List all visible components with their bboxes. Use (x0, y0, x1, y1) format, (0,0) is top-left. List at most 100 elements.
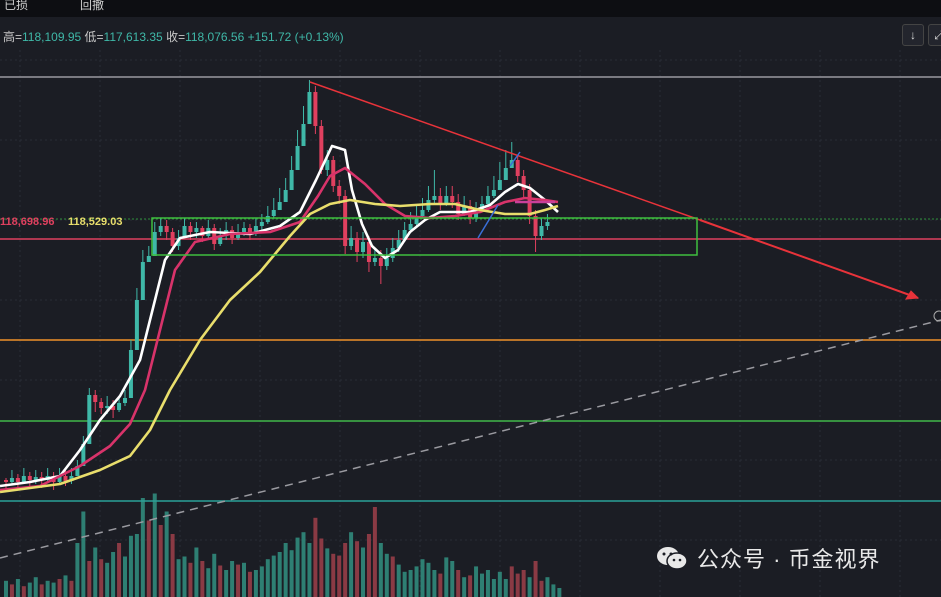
volume-bar (105, 562, 110, 597)
volume-bar (140, 498, 145, 597)
dashed-support-line (0, 319, 941, 559)
volume-bar (396, 564, 401, 597)
red-level-label: 118,698.96 (0, 216, 55, 228)
volume-bar (45, 580, 50, 597)
volume-bar (259, 566, 264, 597)
volume-bar (9, 584, 14, 597)
volume-bar (390, 556, 395, 597)
candle-body (158, 226, 163, 232)
volume-bar (480, 573, 484, 597)
volume-bar (194, 547, 199, 597)
watermark-text: 公众号 · 币金视界 (697, 547, 881, 572)
volume-bar (164, 511, 169, 597)
volume-bar (414, 566, 419, 597)
volume-bar (21, 586, 26, 597)
candle-body (170, 232, 175, 246)
candle-body (75, 466, 80, 476)
candle-body (218, 236, 223, 244)
candle-body (105, 406, 110, 408)
high-value: 118,109.95 (22, 30, 82, 44)
close-label: 收= (166, 30, 186, 44)
volume-bar (87, 561, 92, 597)
candle-body (307, 92, 312, 124)
volume-bar (313, 517, 318, 597)
arrow-head (905, 290, 920, 300)
volume-bar (63, 575, 68, 597)
expand-icon[interactable]: ⤢ (928, 24, 941, 46)
candle-body (295, 146, 300, 170)
candle-body (140, 262, 145, 300)
volume-bar (146, 520, 151, 597)
volume-bar (337, 555, 342, 597)
candle-body (491, 190, 496, 196)
candle-body (242, 228, 246, 232)
volume-bar (521, 570, 526, 597)
candle-body (343, 196, 348, 246)
volume-bar (117, 543, 122, 597)
volume-bar (450, 561, 455, 597)
candle-body (432, 196, 437, 200)
volume-bar (491, 579, 496, 597)
candle-body (366, 242, 371, 262)
volume-bar (426, 562, 431, 597)
candlesticks (4, 80, 550, 492)
candle-body (456, 202, 461, 214)
volume-bar (206, 568, 211, 597)
topbar-tab-2[interactable]: 回撤 (80, 0, 105, 12)
blue-drawn-line (509, 151, 521, 167)
volume-bar (349, 532, 354, 597)
volume-bar (432, 570, 437, 597)
volume-bar (503, 579, 508, 597)
volume-bar (295, 537, 300, 597)
volume-bar (224, 570, 229, 597)
volume-bar (307, 543, 312, 597)
candle-body (27, 476, 32, 480)
volume-bar (438, 573, 443, 597)
volume-bar (444, 557, 449, 597)
candle-body (117, 403, 122, 410)
topbar-tab-1[interactable]: 已损 (4, 0, 29, 12)
volume-bar (247, 571, 252, 597)
candle-body (408, 224, 413, 230)
volume-bar (4, 580, 8, 597)
volume-bar (533, 561, 538, 597)
candle-body (21, 476, 26, 482)
candle-body (355, 238, 360, 252)
candle-body (212, 228, 217, 244)
candle-body (384, 258, 389, 266)
candle-body (533, 216, 538, 236)
candle-body (277, 202, 282, 210)
candle-body (337, 186, 342, 196)
candle-body (57, 476, 62, 482)
arrow-down-icon[interactable]: ↓ (902, 24, 924, 46)
volume-bar (128, 535, 133, 597)
volume-bar (242, 562, 246, 597)
candle-body (503, 168, 508, 180)
descending-trend-line (309, 81, 701, 221)
volume-bar (230, 561, 235, 597)
candle-body (319, 126, 324, 170)
volume-bar (545, 577, 550, 597)
volume-bar (509, 566, 514, 597)
volume-bar (39, 584, 44, 597)
volume-bar (176, 559, 181, 597)
volume-bar (497, 571, 502, 597)
candle-body (271, 210, 276, 216)
volume-bar (170, 534, 175, 597)
volume-bar (366, 534, 371, 597)
low-label: 低= (84, 30, 104, 44)
candle-body (349, 238, 354, 246)
volume-bar (188, 562, 193, 597)
candle-body (521, 176, 526, 190)
volume-bar (355, 541, 360, 597)
volume-bar (289, 550, 294, 597)
candle-body (4, 480, 8, 482)
volume-bar (212, 553, 217, 597)
moving-average-line (0, 198, 559, 494)
volume-bar (57, 579, 62, 597)
candle-body (69, 476, 74, 481)
candle-body (283, 190, 288, 202)
candle-body (87, 395, 92, 444)
blue-drawn-line (477, 204, 499, 239)
